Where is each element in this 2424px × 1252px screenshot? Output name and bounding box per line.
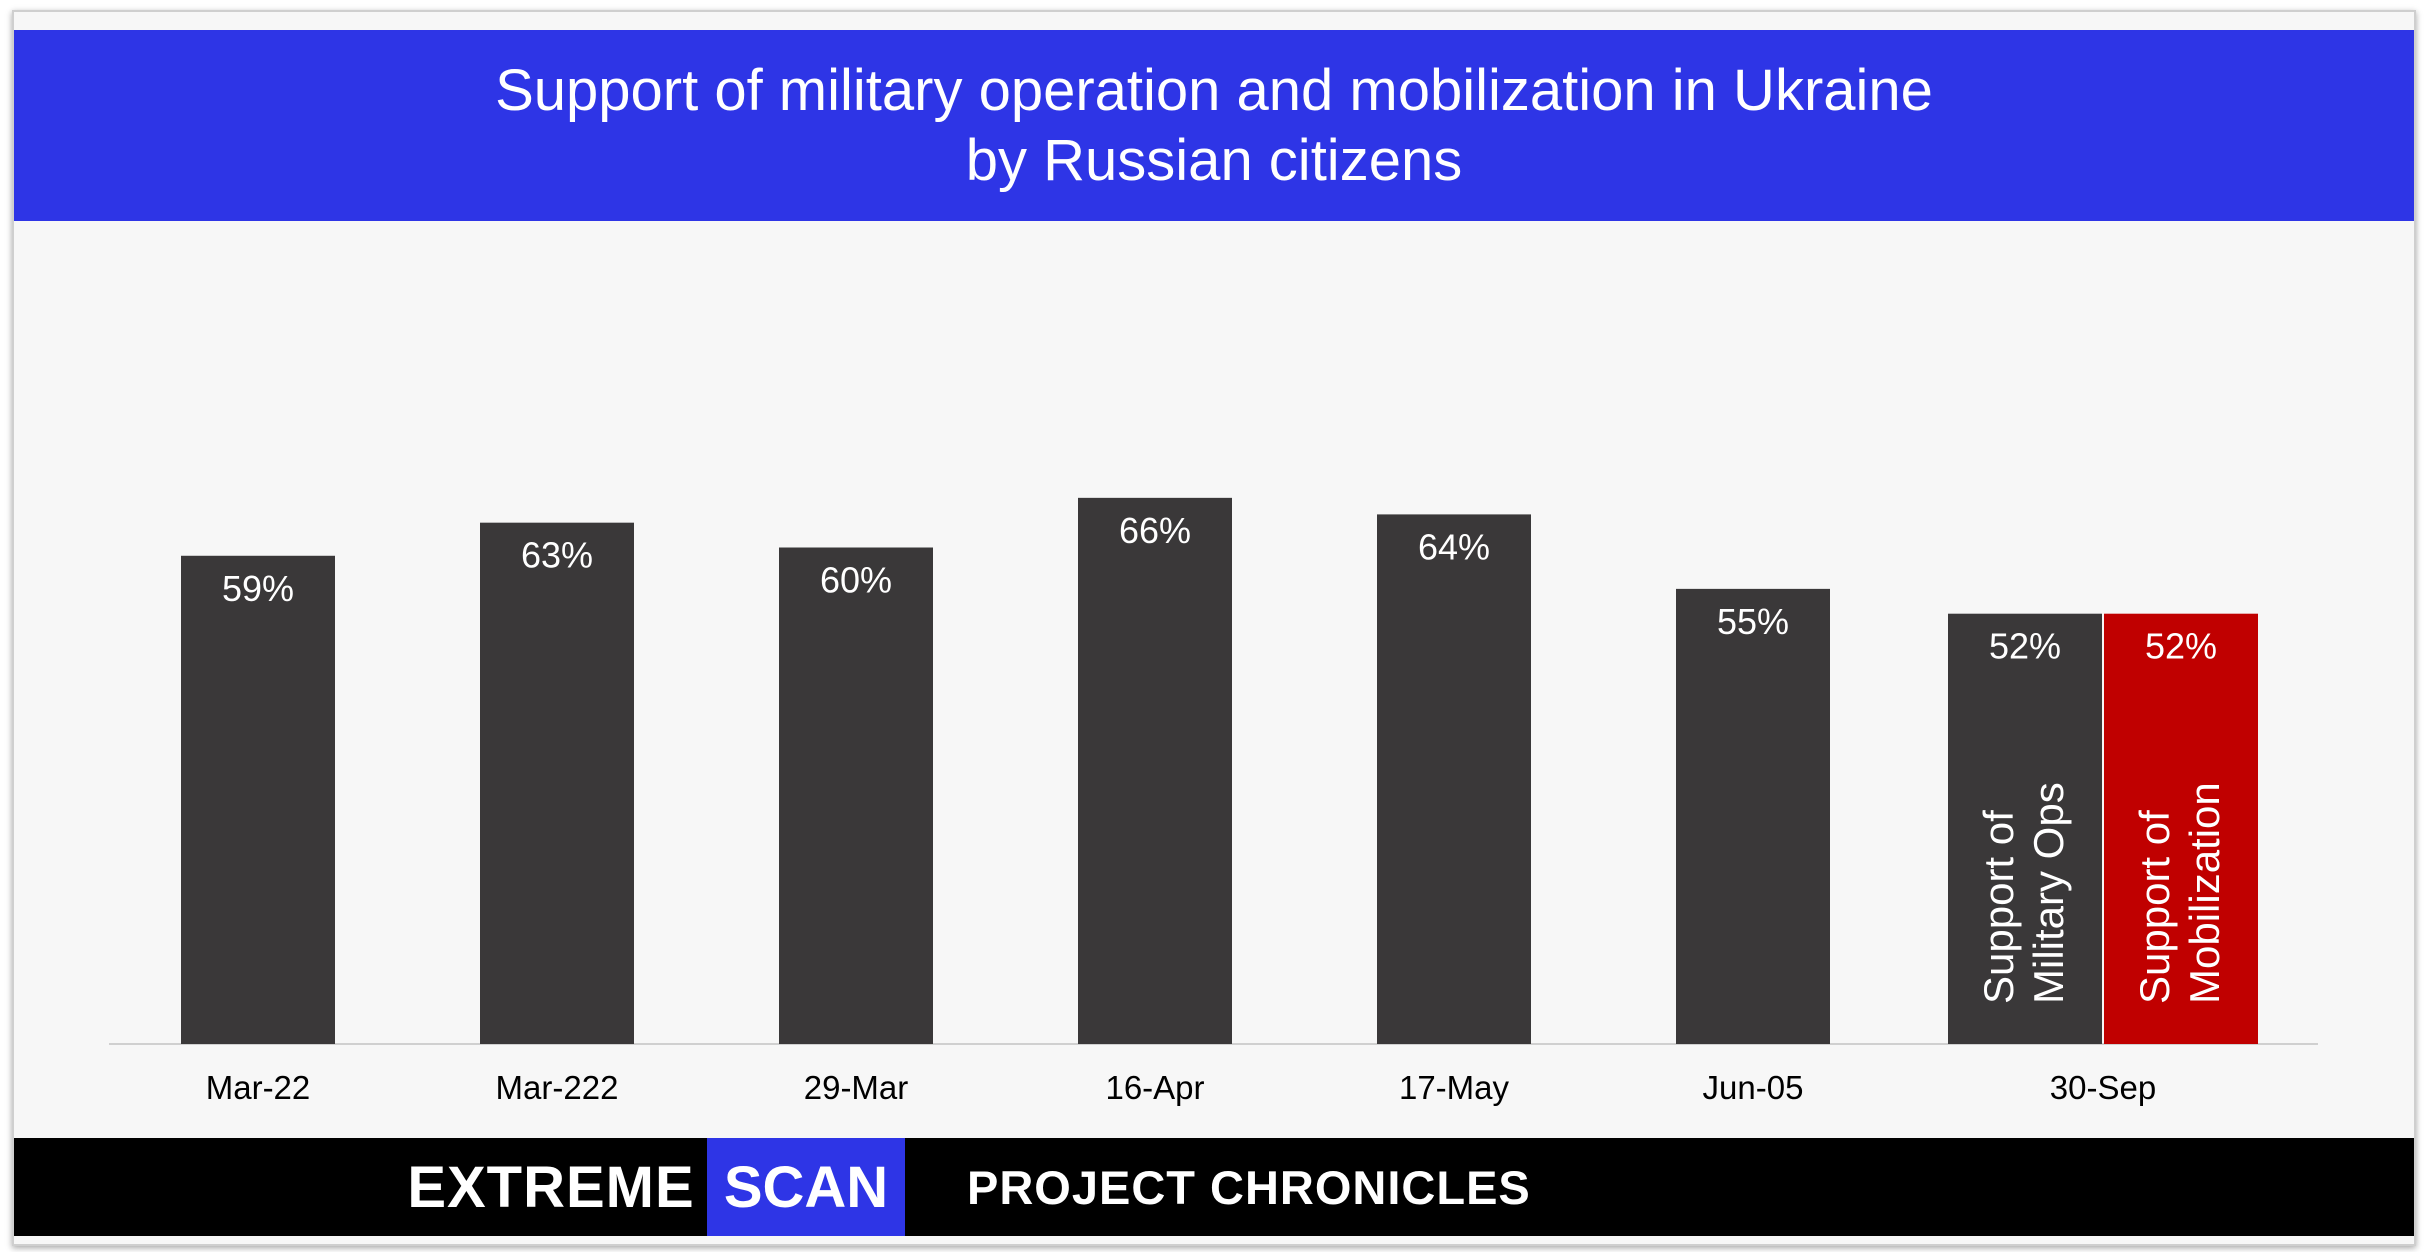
chart-frame: Support of military operation and mobili… xyxy=(12,10,2416,1246)
data-label-military-ops-6: 52% xyxy=(1989,626,2061,667)
in-bar-label-1: Support of Mobilization xyxy=(2131,782,2228,1004)
bar-military-ops-1 xyxy=(480,522,634,1044)
bar-military-ops-2 xyxy=(779,547,933,1044)
title-banner: Support of military operation and mobili… xyxy=(14,30,2414,221)
bar-military-ops-6 xyxy=(1948,613,2102,1044)
footer-banner: EXTREME SCAN PROJECT CHRONICLES xyxy=(14,1138,2414,1236)
in-bar-label-0-line-1: Military Ops xyxy=(2025,782,2072,1004)
bar-military-ops-5 xyxy=(1676,588,1830,1044)
x-tick-label-1: Mar-222 xyxy=(496,1069,619,1106)
brand-scan-text: SCAN xyxy=(707,1138,905,1236)
data-label-military-ops-3: 66% xyxy=(1119,510,1191,551)
data-label-military-ops-5: 55% xyxy=(1717,601,1789,642)
data-label-military-ops-0: 59% xyxy=(222,568,294,609)
x-tick-label-2: 29-Mar xyxy=(804,1069,909,1106)
in-bar-label-1-line-0: Support of xyxy=(2131,810,2178,1004)
data-label-mobilization-6: 52% xyxy=(2145,626,2217,667)
bar-military-ops-0 xyxy=(181,555,335,1044)
x-tick-label-6: 30-Sep xyxy=(2050,1069,2156,1106)
data-label-military-ops-1: 63% xyxy=(521,535,593,576)
chart-title-line-1: Support of military operation and mobili… xyxy=(495,57,1933,123)
bar-mobilization-6 xyxy=(2104,613,2258,1044)
data-label-military-ops-4: 64% xyxy=(1418,526,1490,567)
in-bar-label-0-line-0: Support of xyxy=(1975,810,2022,1004)
in-bar-label-0: Support of Military Ops xyxy=(1975,782,2072,1004)
x-tick-label-4: 17-May xyxy=(1399,1069,1510,1106)
bar-chart: 59% Mar-22 63% Mar-222 60% 29-Mar 66% 16-Apr 64%… xyxy=(109,497,2318,1106)
data-label-military-ops-2: 60% xyxy=(820,560,892,601)
chart-title-line-2: by Russian citizens xyxy=(965,127,1463,193)
project-chronicles-text: PROJECT CHRONICLES xyxy=(967,1160,1531,1214)
bar-military-ops-3 xyxy=(1078,497,1232,1045)
brand-extreme-text: EXTREME xyxy=(407,1154,695,1220)
x-tick-label-5: Jun-05 xyxy=(1703,1069,1804,1106)
in-bar-label-1-line-1: Mobilization xyxy=(2181,782,2228,1004)
x-tick-label-3: 16-Apr xyxy=(1105,1069,1204,1106)
x-tick-label-0: Mar-22 xyxy=(206,1069,311,1106)
bar-military-ops-4 xyxy=(1377,514,1531,1044)
